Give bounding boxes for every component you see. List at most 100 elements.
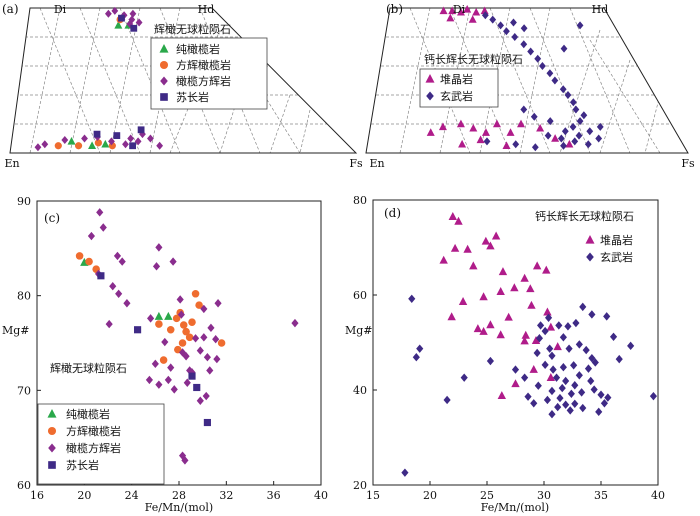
panel-b-point-1-26 [595,134,603,143]
panel-c-title: 辉橄无球粒陨石 [50,361,127,375]
panel-a-point-3-4 [129,142,137,150]
panel-b-point-1-5 [520,40,528,49]
panel-d-point-0-25 [496,330,505,339]
panel-b-points [426,5,604,152]
panel-d-points [401,212,658,477]
panel-d-point-0-29 [529,364,538,373]
panel-b-point-1-9 [546,69,554,78]
panel-c-point-2-9 [105,319,113,329]
panel-c-point-1-5 [172,314,181,323]
panel-d-ytick-label-0: 20 [353,479,367,492]
panel-c-point-2-6 [123,299,131,308]
panel-b-point-1-15 [580,111,588,120]
panel-c-point-1-11 [178,339,187,347]
panel-c-legend-label-2: 橄榄方辉岩 [66,441,121,455]
panel-a-point-3-0 [130,24,138,32]
panel-d-point-0-30 [511,379,520,388]
panel-c-point-2-18 [177,310,185,319]
panel-d-point-1-22 [558,383,566,393]
panel-d-point-0-9 [498,267,508,276]
panel-c-point-2-26 [200,333,208,342]
panel-c-point-2-34 [170,385,178,394]
panel-b-label: (b) [386,2,403,16]
panel-b-point-0-10 [456,119,465,128]
panel-d-ylabel: Mg# [345,324,373,337]
panel-d-point-0-10 [510,283,519,292]
panel-d-point-1-42 [544,313,553,322]
panel-d-point-1-10 [535,334,544,343]
panel-a-point-3-2 [93,130,101,138]
panel-b-legend: 堆晶岩 玄武岩 [419,68,499,108]
panel-c-point-1-10 [188,318,196,326]
panel-b-point-1-29 [546,117,554,126]
panel-a-point-1-2 [54,142,62,150]
panel-d-point-0-26 [546,322,556,331]
panel-a-frame [9,7,358,154]
panel-b-point-1-12 [564,91,572,99]
panel-d-point-1-24 [571,381,579,390]
panel-c-point-2-39 [214,299,222,308]
panel-d-point-1-28 [590,385,598,394]
panel-b-point-0-13 [492,119,501,128]
panel-d-point-1-5 [460,373,468,382]
panel-c-point-1-13 [191,289,200,298]
panel-d-point-1-20 [566,406,574,415]
panel-d-point-0-32 [479,326,488,335]
panel-a-legend: 纯橄榄岩 方辉橄榄岩 橄榄方辉岩 苏长岩 [150,37,268,110]
panel-a-point-2-0 [104,9,112,18]
panel-c-point-2-31 [213,354,221,364]
panel-b-point-0-9 [438,122,447,131]
panel-d-point-1-19 [562,400,570,409]
panel-c-point-1-4 [166,325,175,334]
panel-c-point-2-20 [182,352,190,361]
panel-c-point-2-4 [113,251,122,261]
panel-c-point-1-16 [217,339,226,347]
panel-d-point-1-33 [572,318,580,328]
panel-d-point-0-31 [497,391,507,400]
panel-d-point-1-45 [565,344,573,353]
panel-a-point-0-2 [67,137,76,145]
panel-d-point-1-18 [556,393,564,403]
panel-b-legend-box [419,68,499,108]
panel-b-vertex-hd: Hd [592,3,609,16]
panel-c-point-1-1 [85,257,93,266]
panel-c-point-3-1 [134,326,142,334]
panel-a-legend-label-3: 苏长岩 [176,90,209,104]
panel-d-point-1-60 [543,395,551,405]
panel-a-legend-symbol-2 [160,76,168,86]
panel-b-legend-symbol-1 [426,91,434,101]
panel-c-xlabel: Fe/Mn/(mol) [145,501,213,514]
panel-c-legend-symbol-2 [48,443,56,453]
panel-b-point-1-3 [503,27,510,36]
panel-a-vertex-hd: Hd [198,3,215,16]
panel-d-point-0-13 [542,265,551,274]
panel-b-point-0-14 [506,128,515,136]
panel-c-point-2-29 [207,323,215,333]
panel-b-point-1-10 [551,76,559,85]
panel-d-point-0-2 [481,236,491,245]
panel-a-legend-label-2: 橄榄方辉岩 [176,74,231,88]
panel-d-label: (d) [384,206,401,220]
panel-d-point-0-6 [450,243,460,252]
panel-a-point-2-7 [34,143,42,152]
panel-b-point-1-21 [586,127,594,136]
panel-c-point-1-9 [185,333,194,342]
panel-c-point-2-40 [291,318,299,328]
panel-d-xtick-label-1: 20 [423,489,437,502]
panel-d-point-0-27 [531,335,541,344]
panel-b-point-1-20 [575,131,583,140]
panel-d-point-1-15 [549,365,557,374]
panel-c-point-2-38 [200,304,208,314]
panel-c-point-2-30 [212,335,220,344]
panel-c-point-1-12 [174,345,182,354]
panel-d-point-1-8 [521,373,529,382]
panel-b-point-1-7 [534,54,542,63]
panel-b-grid [366,8,688,153]
panel-d-point-1-37 [609,332,618,341]
panel-d-point-1-11 [541,326,549,336]
panel-c-xtick-label-0: 16 [30,489,44,502]
panel-c-point-2-32 [196,396,204,405]
panel-b-point-0-12 [481,128,490,136]
